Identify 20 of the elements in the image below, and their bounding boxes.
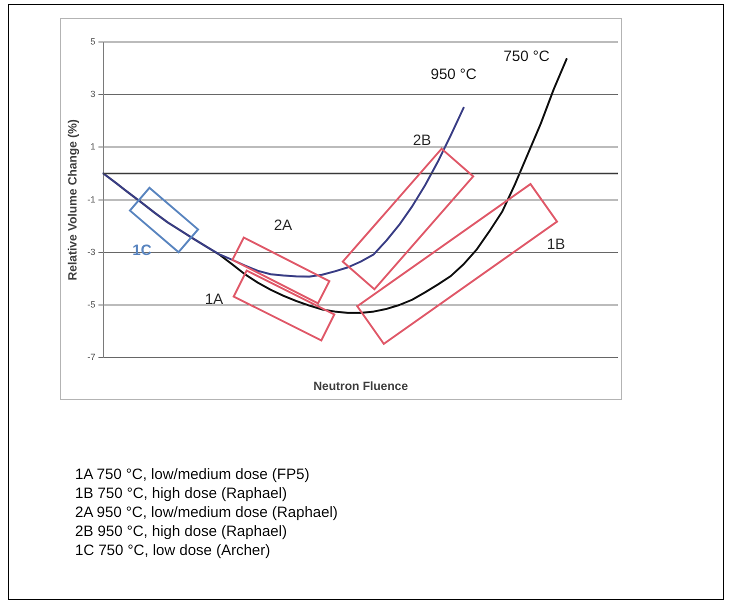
text: 2B 950 °C, high dose (Raphael) [75, 522, 288, 541]
text: 2A 950 °C, low/medium dose (Raphael) [75, 503, 338, 522]
series-label: 750 °C [504, 48, 550, 66]
x-axis-title: Neutron Fluence [313, 379, 408, 394]
text: 1C 750 °C, low dose (Archer) [75, 541, 272, 560]
y-tick-label: 3 [90, 89, 96, 100]
text: 1A 750 °C, low/medium dose (FP5) [75, 465, 310, 484]
annotation: 2B [412, 131, 432, 151]
y-tick-label: -5 [87, 299, 96, 310]
y-tick-label: 1 [90, 142, 96, 152]
series-label: 950 °C [430, 66, 477, 83]
annotation: 1A [204, 290, 224, 310]
y-tick-label: -1 [87, 194, 96, 204]
text: 1B 750 °C, high dose (Raphael) [75, 484, 288, 503]
y-tick-label: 5 [90, 36, 96, 46]
annotation: 2A [272, 216, 294, 236]
annotation: 1B [546, 235, 566, 255]
y-tick-label: -7 [87, 352, 96, 362]
y-axis-title: Relative Volume Change (%) [66, 119, 80, 280]
y-tick-label: -3 [87, 246, 96, 257]
